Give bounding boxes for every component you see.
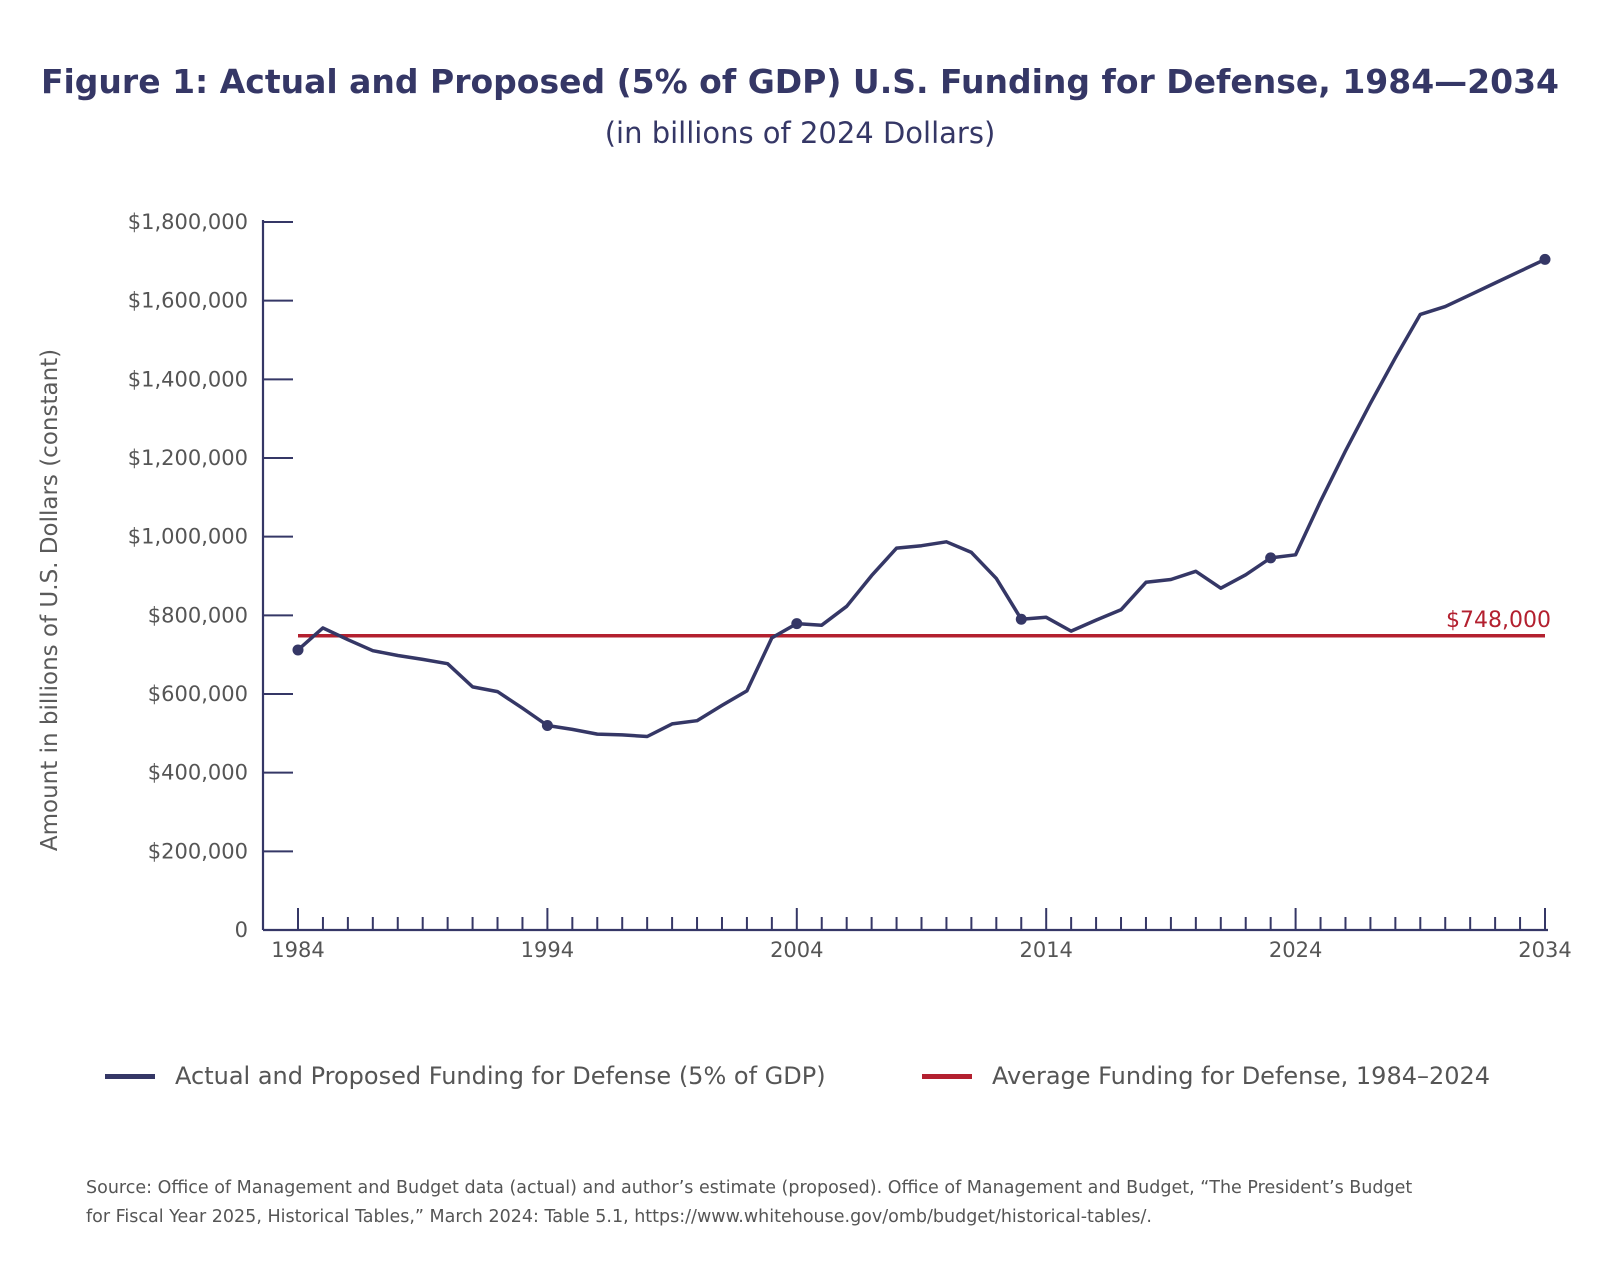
series-point — [541, 719, 553, 731]
legend: Actual and Proposed Funding for Defense … — [0, 1062, 1600, 1102]
x-tick-label: 2024 — [1269, 938, 1322, 962]
x-tick-label: 2004 — [770, 938, 823, 962]
chart-title: Figure 1: Actual and Proposed (5% of GDP… — [40, 62, 1560, 101]
y-tick-label: $800,000 — [148, 603, 248, 627]
x-tick-label: 2034 — [1518, 938, 1571, 962]
y-tick-label: $400,000 — [148, 761, 248, 785]
x-tick-label: 1994 — [521, 938, 574, 962]
legend-item-series: Actual and Proposed Funding for Defense … — [105, 1062, 826, 1090]
y-tick-label: $1,200,000 — [128, 446, 248, 470]
series-point — [1539, 253, 1551, 265]
line-chart: 0 $200,000 $400,000 $600,000 $800,000 $1,000,… — [37, 210, 1572, 962]
x-tick-label: 2014 — [1019, 938, 1072, 962]
series-point — [292, 644, 304, 656]
y-tick-label: 0 — [235, 918, 248, 942]
series-point — [1265, 552, 1277, 564]
average-value-label: $748,000 — [1446, 608, 1551, 633]
series-point — [1015, 613, 1027, 625]
legend-label-series: Actual and Proposed Funding for Defense … — [175, 1062, 826, 1090]
y-tick-label: $600,000 — [148, 682, 248, 706]
y-tick-label: $1,000,000 — [128, 525, 248, 549]
source-note: Source: Office of Management and Budget … — [86, 1174, 1546, 1232]
legend-item-average: Average Funding for Defense, 1984–2024 — [922, 1062, 1490, 1090]
y-tick-label: $1,800,000 — [128, 210, 248, 234]
chart-subtitle: (in billions of 2024 Dollars) — [604, 116, 996, 150]
legend-swatch-average — [922, 1073, 972, 1079]
x-tick-label: 1984 — [271, 938, 324, 962]
y-axis-title: Amount in billions of U.S. Dollars (cons… — [37, 349, 63, 851]
series-point — [791, 618, 803, 630]
y-tick-label: $1,400,000 — [128, 367, 248, 391]
legend-swatch-series — [105, 1073, 155, 1079]
source-line-1: Source: Office of Management and Budget … — [86, 1178, 1413, 1198]
series-line — [296, 257, 1547, 739]
source-line-2: for Fiscal Year 2025, Historical Tables,… — [86, 1207, 1152, 1227]
legend-label-average: Average Funding for Defense, 1984–2024 — [992, 1062, 1491, 1090]
y-tick-label: $200,000 — [148, 839, 248, 863]
y-tick-label: $1,600,000 — [128, 289, 248, 313]
